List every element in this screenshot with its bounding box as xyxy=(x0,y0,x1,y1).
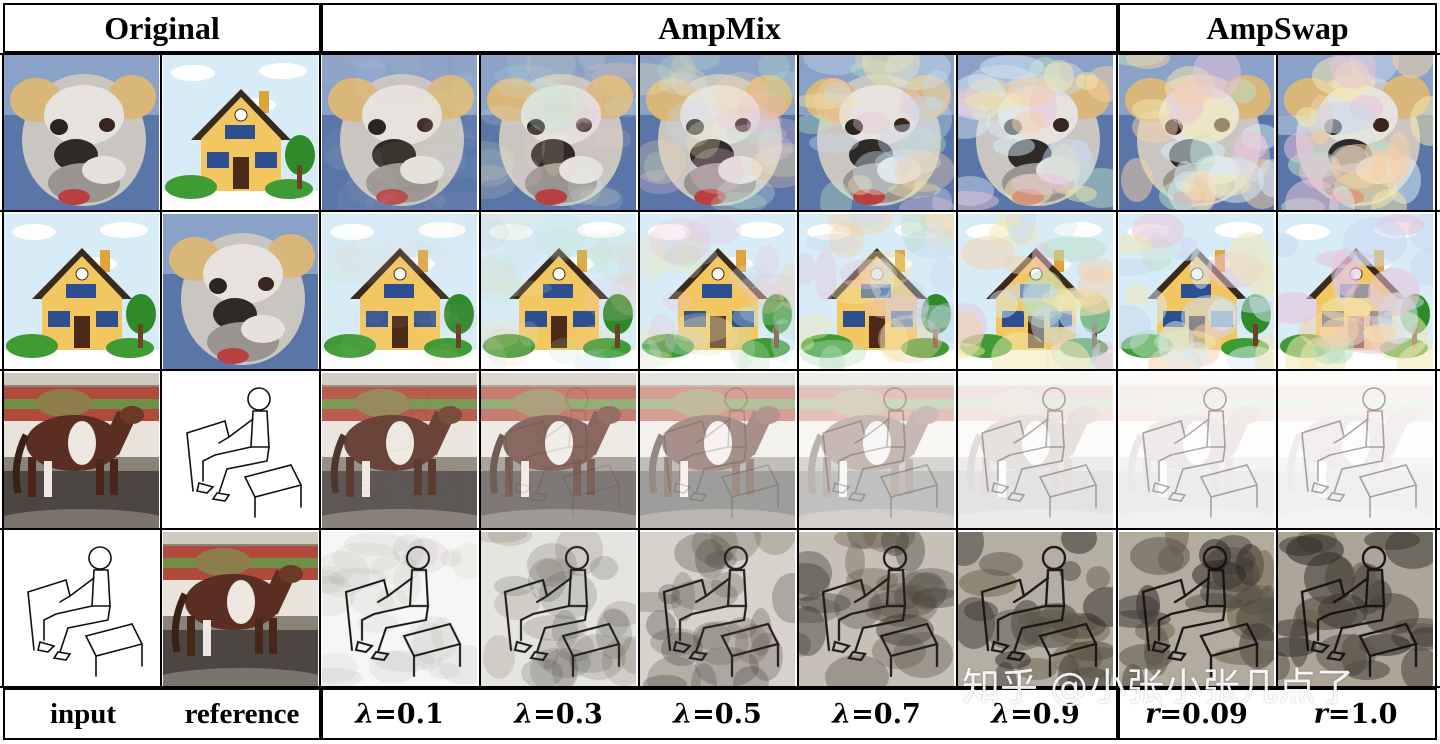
setting-value: 0.7 xyxy=(873,698,921,730)
grid-line xyxy=(1276,53,1278,688)
result-image-sketch xyxy=(958,532,1113,687)
result-image-house xyxy=(640,214,795,369)
result-image-house xyxy=(322,214,477,369)
grid-line xyxy=(0,686,1440,688)
input-image-sketch xyxy=(4,532,159,687)
result-image-sketch xyxy=(481,532,636,687)
setting-label: λ = 0.9 xyxy=(958,690,1113,738)
result-image-horse xyxy=(1278,373,1433,528)
result-image-dog xyxy=(1278,55,1433,210)
setting-symbol: λ xyxy=(832,698,852,730)
result-image-house xyxy=(958,214,1113,369)
result-image-dog xyxy=(640,55,795,210)
setting-value: 0.09 xyxy=(1182,698,1248,730)
result-image-dog xyxy=(481,55,636,210)
grid-line xyxy=(2,53,4,688)
grid-line xyxy=(1116,53,1118,688)
reference-image-sketch xyxy=(163,373,318,528)
setting-label: r = 1.0 xyxy=(1278,690,1433,738)
setting-label: λ = 0.5 xyxy=(640,690,795,738)
result-image-house xyxy=(1278,214,1433,369)
equals-sign: = xyxy=(1159,698,1183,730)
watermark: 知乎 @小张小张几点了 xyxy=(962,665,1355,709)
setting-value: 0.1 xyxy=(396,698,444,730)
equals-sign: = xyxy=(1327,698,1351,730)
result-image-dog xyxy=(322,55,477,210)
result-image-sketch xyxy=(1278,532,1433,687)
setting-label: r = 0.09 xyxy=(1119,690,1274,738)
grid-line xyxy=(479,53,481,688)
grid-line xyxy=(797,53,799,688)
grid-line xyxy=(1435,53,1437,688)
result-image-dog xyxy=(1119,55,1274,210)
header-ampmix: AmpMix xyxy=(321,3,1118,53)
equals-sign: = xyxy=(1010,698,1033,730)
header-original: Original xyxy=(3,3,321,53)
label-reference: reference xyxy=(184,697,300,730)
result-image-horse xyxy=(481,373,636,528)
setting-symbol: λ xyxy=(514,698,534,730)
grid-line xyxy=(956,53,958,688)
result-image-sketch xyxy=(799,532,954,687)
result-image-dog xyxy=(799,55,954,210)
grid-line xyxy=(160,53,162,688)
grid-line xyxy=(319,53,321,688)
setting-symbol: r xyxy=(1145,698,1160,730)
result-image-horse xyxy=(958,373,1113,528)
result-image-house xyxy=(481,214,636,369)
grid-line xyxy=(0,528,1440,530)
label-input: input xyxy=(49,697,117,730)
result-image-house xyxy=(1119,214,1274,369)
setting-symbol: λ xyxy=(673,698,693,730)
grid-line xyxy=(0,53,1440,55)
grid-line xyxy=(0,369,1440,371)
setting-label: λ = 0.7 xyxy=(799,690,954,738)
footer-ampswap xyxy=(1118,688,1437,740)
setting-label: λ = 0.1 xyxy=(322,690,477,738)
input-image-house xyxy=(4,214,159,369)
setting-symbol: λ xyxy=(991,698,1011,730)
setting-label: λ = 0.3 xyxy=(481,690,636,738)
input-image-horse xyxy=(4,373,159,528)
equals-sign: = xyxy=(374,698,397,730)
input-image-dog xyxy=(4,55,159,210)
equals-sign: = xyxy=(851,698,874,730)
result-image-dog xyxy=(958,55,1113,210)
result-image-sketch xyxy=(1119,532,1274,687)
reference-image-house xyxy=(163,55,318,210)
reference-image-horse xyxy=(163,532,318,687)
grid-line xyxy=(0,210,1440,212)
setting-value: 0.3 xyxy=(555,698,603,730)
grid-line xyxy=(638,53,640,688)
equals-sign: = xyxy=(533,698,556,730)
result-image-sketch xyxy=(322,532,477,687)
setting-value: 1.0 xyxy=(1350,698,1398,730)
setting-value: 0.9 xyxy=(1032,698,1080,730)
result-image-horse xyxy=(799,373,954,528)
reference-image-dog xyxy=(163,214,318,369)
result-image-horse xyxy=(322,373,477,528)
setting-symbol: λ xyxy=(355,698,375,730)
equals-sign: = xyxy=(692,698,715,730)
footer-ampmix xyxy=(321,688,1118,740)
result-image-sketch xyxy=(640,532,795,687)
result-image-horse xyxy=(1119,373,1274,528)
footer-original xyxy=(3,688,321,740)
result-image-horse xyxy=(640,373,795,528)
header-ampswap: AmpSwap xyxy=(1118,3,1437,53)
setting-value: 0.5 xyxy=(714,698,762,730)
setting-symbol: r xyxy=(1313,698,1328,730)
result-image-house xyxy=(799,214,954,369)
